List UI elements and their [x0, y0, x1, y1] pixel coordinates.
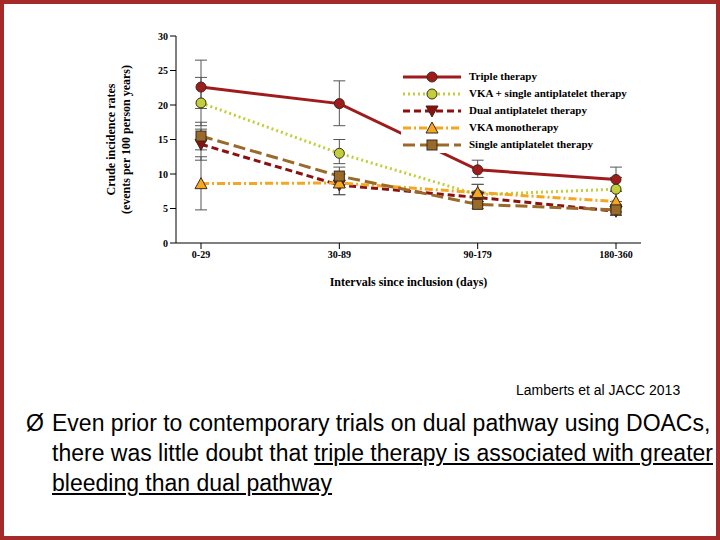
svg-text:25: 25: [158, 65, 168, 76]
svg-text:0-29: 0-29: [192, 249, 210, 260]
html-text:Lamberts et al JACC 2013: Lamberts et al JACC 2013: [516, 382, 681, 398]
svg-text:Intervals since inclusion (day: Intervals since inclusion (days): [330, 275, 488, 289]
svg-text:10: 10: [158, 169, 168, 180]
html-text:Dual antiplatelet therapy: Dual antiplatelet therapy: [469, 104, 587, 116]
html-text:VKA + single antiplatelet ther: VKA + single antiplatelet therapy: [469, 87, 627, 99]
svg-text:5: 5: [163, 203, 168, 214]
html-text:Triple therapy: Triple therapy: [469, 70, 537, 82]
svg-text:180-360: 180-360: [599, 249, 632, 260]
svg-text:15: 15: [158, 134, 168, 145]
html-text:VKA monotherapy: VKA monotherapy: [469, 121, 559, 133]
svg-text:90-179: 90-179: [463, 249, 491, 260]
html-text:Ø Even prior to contemporary t: Ø Even prior to contemporary trials on d…: [26, 410, 713, 496]
html-text:Single antiplatelet therapy: Single antiplatelet therapy: [469, 138, 594, 150]
svg-text:0: 0: [163, 238, 168, 249]
svg-text:20: 20: [158, 100, 168, 111]
svg-text:Crude incidence rates(events p: Crude incidence rates(events per 100 per…: [104, 65, 133, 214]
svg-text:30: 30: [158, 31, 168, 42]
svg-text:30-89: 30-89: [328, 249, 351, 260]
